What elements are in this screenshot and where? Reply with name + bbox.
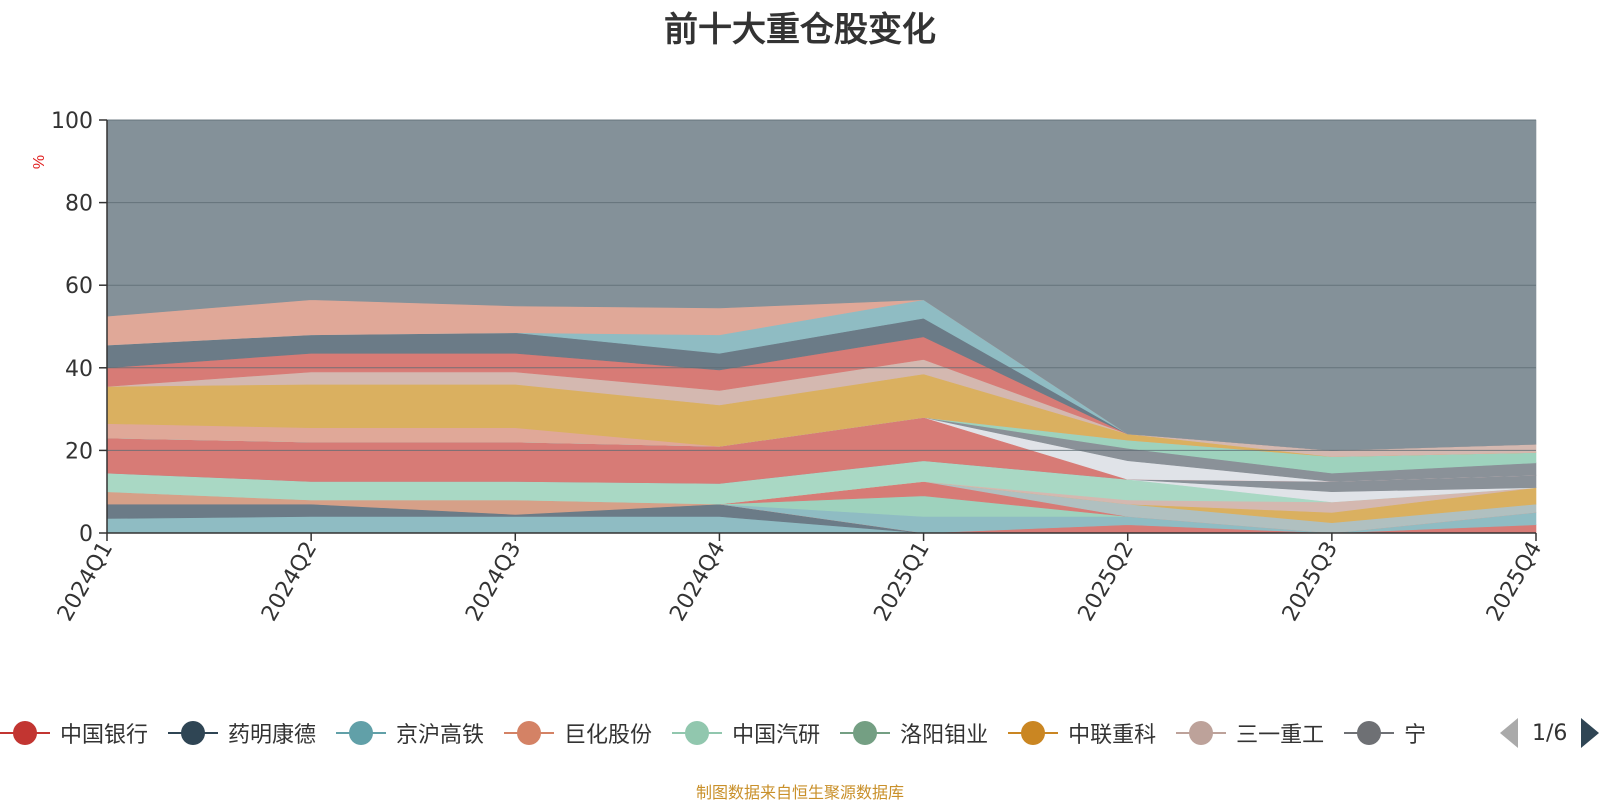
legend-marker-icon [1176, 720, 1227, 746]
legend-item[interactable]: 宁 [1344, 713, 1426, 753]
legend-marker-icon [504, 720, 555, 746]
source-note: 制图数据来自恒生聚源数据库 [695, 783, 904, 802]
grid-layer [107, 119, 1536, 451]
legend-item[interactable]: 洛阳钼业 [840, 713, 988, 753]
y-tick-label: 0 [79, 522, 93, 547]
y-axis-unit-label: % [31, 155, 48, 169]
x-tick-label: 2024Q3 [461, 538, 526, 626]
legend-marker-icon [0, 720, 50, 746]
x-tick-label: 2025Q3 [1278, 538, 1343, 626]
y-tick-label: 60 [65, 274, 93, 299]
legend-next-page-icon[interactable] [1581, 718, 1600, 748]
x-tick-label: 2025Q2 [1074, 538, 1139, 626]
areas-layer [106, 119, 1537, 534]
y-tick-label: 40 [65, 357, 93, 382]
x-tick-label: 2025Q4 [1482, 538, 1547, 626]
legend-marker-icon [1008, 720, 1059, 746]
legend-item[interactable]: 三一重工 [1176, 713, 1324, 753]
legend-item[interactable]: 巨化股份 [504, 713, 652, 753]
legend-page-indicator: 1/6 [1532, 720, 1568, 746]
legend-marker-icon [336, 720, 387, 746]
legend-item[interactable]: 中联重科 [1008, 713, 1156, 753]
chart-title: 前十大重仓股变化 [664, 10, 936, 50]
legend-label: 中国汽研 [732, 723, 821, 748]
y-tick-label: 80 [65, 192, 93, 217]
legend-label: 中联重科 [1068, 723, 1157, 748]
y-tick-label: 100 [51, 109, 93, 134]
legend-item[interactable]: 中国汽研 [672, 713, 820, 753]
legend-item[interactable]: 中国银行 [0, 713, 148, 753]
x-tick-label: 2024Q4 [665, 538, 730, 626]
legend-item[interactable]: 京沪高铁 [336, 713, 484, 753]
legend-label: 京沪高铁 [396, 723, 485, 748]
legend-marker-icon [672, 720, 723, 746]
y-tick-label: 20 [65, 439, 93, 464]
x-tick-label: 2024Q2 [257, 538, 322, 626]
legend-marker-icon [840, 720, 891, 746]
legend-marker-icon [168, 720, 219, 746]
legend: 中国银行 药明康德 京沪高铁 巨化股份 中国汽研 洛阳钼业 中联重科 三一重工 宁 1/6 [0, 713, 1600, 753]
legend-label: 药明康德 [228, 723, 317, 748]
legend-label: 洛阳钼业 [900, 723, 989, 748]
legend-marker-icon [1344, 720, 1395, 746]
x-tick-label: 2025Q1 [869, 538, 934, 626]
legend-label: 中国银行 [60, 723, 149, 748]
legend-label: 宁 [1404, 723, 1427, 748]
legend-prev-page-icon[interactable] [1500, 718, 1518, 748]
legend-item[interactable]: 药明康德 [168, 713, 316, 753]
legend-label: 巨化股份 [564, 723, 653, 748]
legend-items: 中国银行 药明康德 京沪高铁 巨化股份 中国汽研 洛阳钼业 中联重科 三一重工 宁 [0, 713, 1484, 753]
legend-label: 三一重工 [1236, 723, 1325, 748]
x-tick-label: 2024Q1 [53, 538, 118, 626]
legend-pager: 1/6 [1500, 713, 1600, 753]
